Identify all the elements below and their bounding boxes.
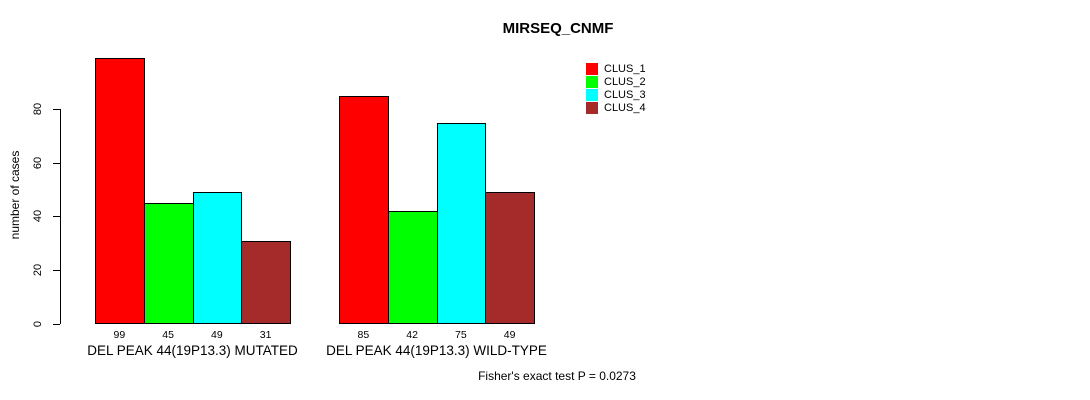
y-tick-mark [53, 162, 60, 164]
legend-item: CLUS_2 [586, 75, 646, 88]
legend: CLUS_1 CLUS_2 CLUS_3 CLUS_4 [586, 62, 646, 114]
y-axis-line [60, 109, 61, 325]
y-axis-label: number of cases [8, 150, 22, 240]
bar-count-label: 85 [357, 328, 370, 341]
legend-label: CLUS_1 [604, 62, 646, 75]
bar-clus_3-group2 [436, 122, 487, 325]
p-value-annotation: Fisher's exact test P = 0.0273 [478, 369, 636, 383]
legend-swatch-clus_1 [586, 62, 598, 75]
y-tick-mark [53, 269, 60, 271]
legend-swatch-clus_4 [586, 101, 598, 114]
bar-clus_3-group1 [192, 192, 243, 325]
bar-count-label: 45 [162, 328, 174, 341]
legend-swatch-clus_3 [586, 88, 598, 101]
legend-item: CLUS_1 [586, 62, 646, 75]
bar-count-label: 99 [113, 328, 126, 341]
y-tick-label: 60 [32, 156, 44, 169]
chart-title: MIRSEQ_CNMF [502, 20, 614, 37]
bar-clus_2-group1 [143, 203, 194, 325]
legend-label: CLUS_4 [604, 101, 646, 114]
legend-item: CLUS_4 [586, 101, 646, 114]
bar-count-label: 49 [503, 328, 516, 341]
bar-count-label: 75 [455, 328, 467, 341]
x-axis-group-label: DEL PEAK 44(19P13.3) MUTATED [87, 342, 298, 358]
y-tick-mark [53, 109, 60, 111]
bar-clus_1-group1 [95, 58, 145, 325]
bar-clus_4-group2 [485, 192, 535, 325]
y-tick-mark [53, 323, 60, 325]
bar-count-label: 31 [259, 328, 272, 341]
legend-item: CLUS_3 [586, 88, 646, 101]
y-tick-label: 20 [32, 263, 44, 277]
legend-label: CLUS_3 [604, 88, 646, 101]
y-tick-label: 80 [32, 103, 44, 116]
bar-clus_2-group2 [387, 211, 438, 325]
legend-swatch-clus_2 [586, 75, 598, 88]
y-tick-label: 40 [32, 210, 44, 223]
bar-count-label: 49 [211, 328, 223, 341]
y-tick-mark [53, 216, 60, 218]
legend-label: CLUS_2 [604, 75, 646, 88]
bar-count-label: 42 [406, 328, 418, 341]
x-axis-group-label: DEL PEAK 44(19P13.3) WILD-TYPE [326, 342, 547, 358]
bar-clus_1-group2 [339, 95, 389, 325]
y-tick-label: 0 [32, 320, 44, 327]
bar-clus_4-group1 [241, 240, 291, 325]
